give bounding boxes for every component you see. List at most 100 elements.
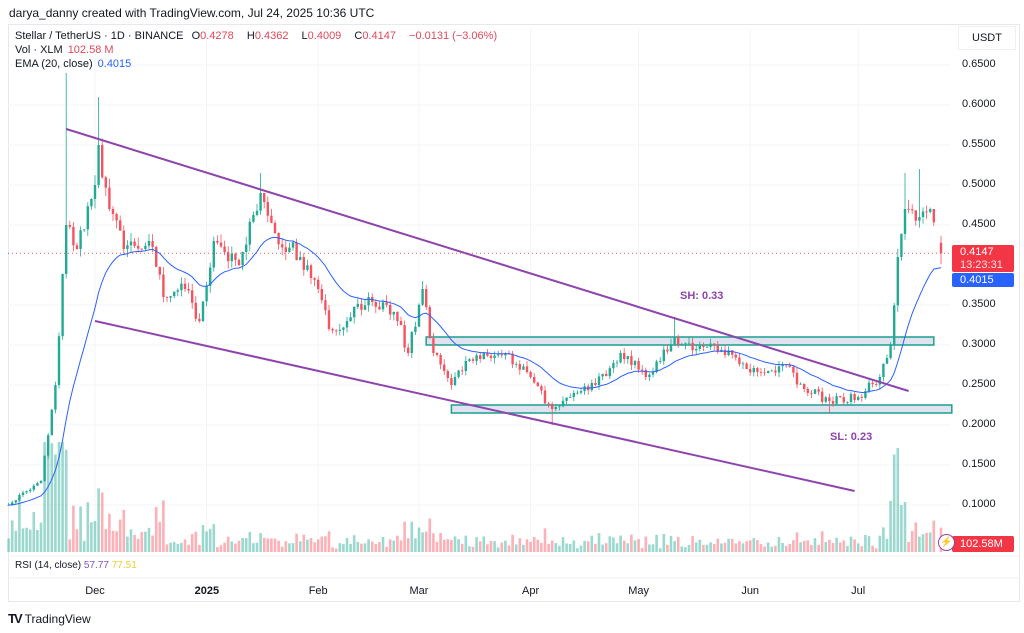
candle bbox=[551, 401, 554, 425]
candle-body bbox=[705, 346, 709, 348]
candle-body bbox=[277, 233, 280, 245]
candle-body bbox=[158, 266, 161, 275]
candle-body bbox=[97, 145, 100, 185]
volume-bar bbox=[777, 537, 781, 552]
candle-body bbox=[687, 342, 691, 344]
candle-body bbox=[792, 366, 795, 373]
candle-body bbox=[677, 337, 680, 345]
candle-body bbox=[533, 377, 536, 383]
candle-body bbox=[536, 382, 539, 387]
candle-body bbox=[169, 296, 172, 298]
candle bbox=[594, 378, 597, 387]
candle-body bbox=[727, 350, 730, 355]
candle-body bbox=[227, 252, 230, 262]
volume-bar bbox=[820, 531, 824, 552]
candle bbox=[900, 233, 903, 261]
candle-body bbox=[716, 345, 719, 352]
candle-body bbox=[7, 505, 10, 506]
volume-bar bbox=[633, 540, 637, 552]
candle bbox=[421, 281, 424, 307]
candle bbox=[615, 359, 619, 368]
candle bbox=[896, 248, 899, 312]
candle-body bbox=[223, 246, 226, 253]
volume-bar bbox=[309, 537, 313, 552]
ema-price-tag: 0.4015 bbox=[952, 273, 1014, 287]
candle bbox=[327, 304, 331, 332]
candle-body bbox=[777, 366, 781, 373]
candle-body bbox=[817, 389, 820, 392]
candle-body bbox=[392, 311, 395, 315]
candle bbox=[457, 369, 460, 379]
candle bbox=[522, 363, 525, 371]
candle-body bbox=[61, 273, 64, 337]
candle-body bbox=[43, 455, 46, 481]
volume-bar bbox=[478, 541, 482, 552]
candle-body bbox=[137, 245, 140, 249]
candle-body bbox=[317, 279, 320, 289]
candle bbox=[641, 365, 644, 375]
volume-bar bbox=[205, 531, 208, 552]
candle bbox=[626, 355, 629, 364]
candle bbox=[392, 311, 395, 321]
volume-bar bbox=[306, 539, 309, 552]
volume-bar bbox=[907, 541, 910, 552]
candle-body bbox=[925, 211, 928, 213]
candle-body bbox=[749, 369, 752, 373]
low-value: 0.4009 bbox=[307, 30, 342, 42]
tradingview-logo[interactable]: TV TradingView bbox=[8, 611, 91, 626]
candle bbox=[299, 250, 302, 261]
volume-bar bbox=[568, 543, 572, 552]
volume-bar bbox=[835, 537, 838, 552]
candle-body bbox=[83, 229, 86, 231]
candle-body bbox=[327, 310, 331, 329]
candle bbox=[601, 373, 604, 381]
candle-body bbox=[813, 389, 817, 394]
candle bbox=[101, 138, 104, 179]
volume-bar bbox=[183, 539, 187, 552]
close-label: C bbox=[354, 30, 363, 42]
candle-body bbox=[122, 230, 125, 249]
volume-bar bbox=[129, 529, 133, 552]
candle bbox=[702, 342, 705, 352]
chart-pane[interactable] bbox=[8, 24, 1020, 602]
volume-bar bbox=[871, 545, 874, 552]
candle-body bbox=[561, 400, 565, 407]
candle bbox=[763, 367, 766, 376]
candle-body bbox=[101, 145, 104, 178]
candle bbox=[471, 357, 475, 364]
candle-body bbox=[32, 485, 35, 490]
candle bbox=[475, 353, 478, 365]
candle bbox=[295, 238, 298, 261]
candle bbox=[389, 300, 392, 321]
candle-body bbox=[835, 396, 838, 404]
candles bbox=[7, 73, 943, 507]
candle-body bbox=[903, 209, 907, 234]
candle bbox=[644, 367, 647, 381]
candle-body bbox=[569, 397, 572, 398]
channel-lines bbox=[65, 128, 909, 492]
volume-bar bbox=[774, 545, 777, 552]
candle-body bbox=[439, 355, 442, 365]
volume-legend: Vol · XLM 102.58 M bbox=[15, 44, 119, 56]
candle-body bbox=[889, 345, 892, 359]
currency-selector[interactable]: USDT bbox=[958, 26, 1016, 50]
candle bbox=[831, 396, 835, 407]
volume-bar bbox=[594, 543, 597, 552]
candle bbox=[248, 218, 251, 252]
volume-bar bbox=[223, 542, 226, 552]
volume-bar bbox=[896, 447, 900, 552]
candle-body bbox=[594, 382, 597, 385]
volume-bar bbox=[709, 542, 712, 552]
candle bbox=[428, 305, 431, 339]
candle-body bbox=[911, 209, 914, 211]
candle bbox=[479, 351, 482, 363]
candle bbox=[425, 284, 428, 311]
volume-bar bbox=[561, 537, 565, 552]
volume-bar bbox=[349, 543, 352, 552]
volume-bar bbox=[342, 543, 345, 552]
candle-body bbox=[900, 233, 903, 257]
lightning-icon[interactable]: ⚡ bbox=[938, 534, 955, 551]
volume-bar bbox=[345, 537, 349, 552]
candle bbox=[399, 316, 403, 326]
